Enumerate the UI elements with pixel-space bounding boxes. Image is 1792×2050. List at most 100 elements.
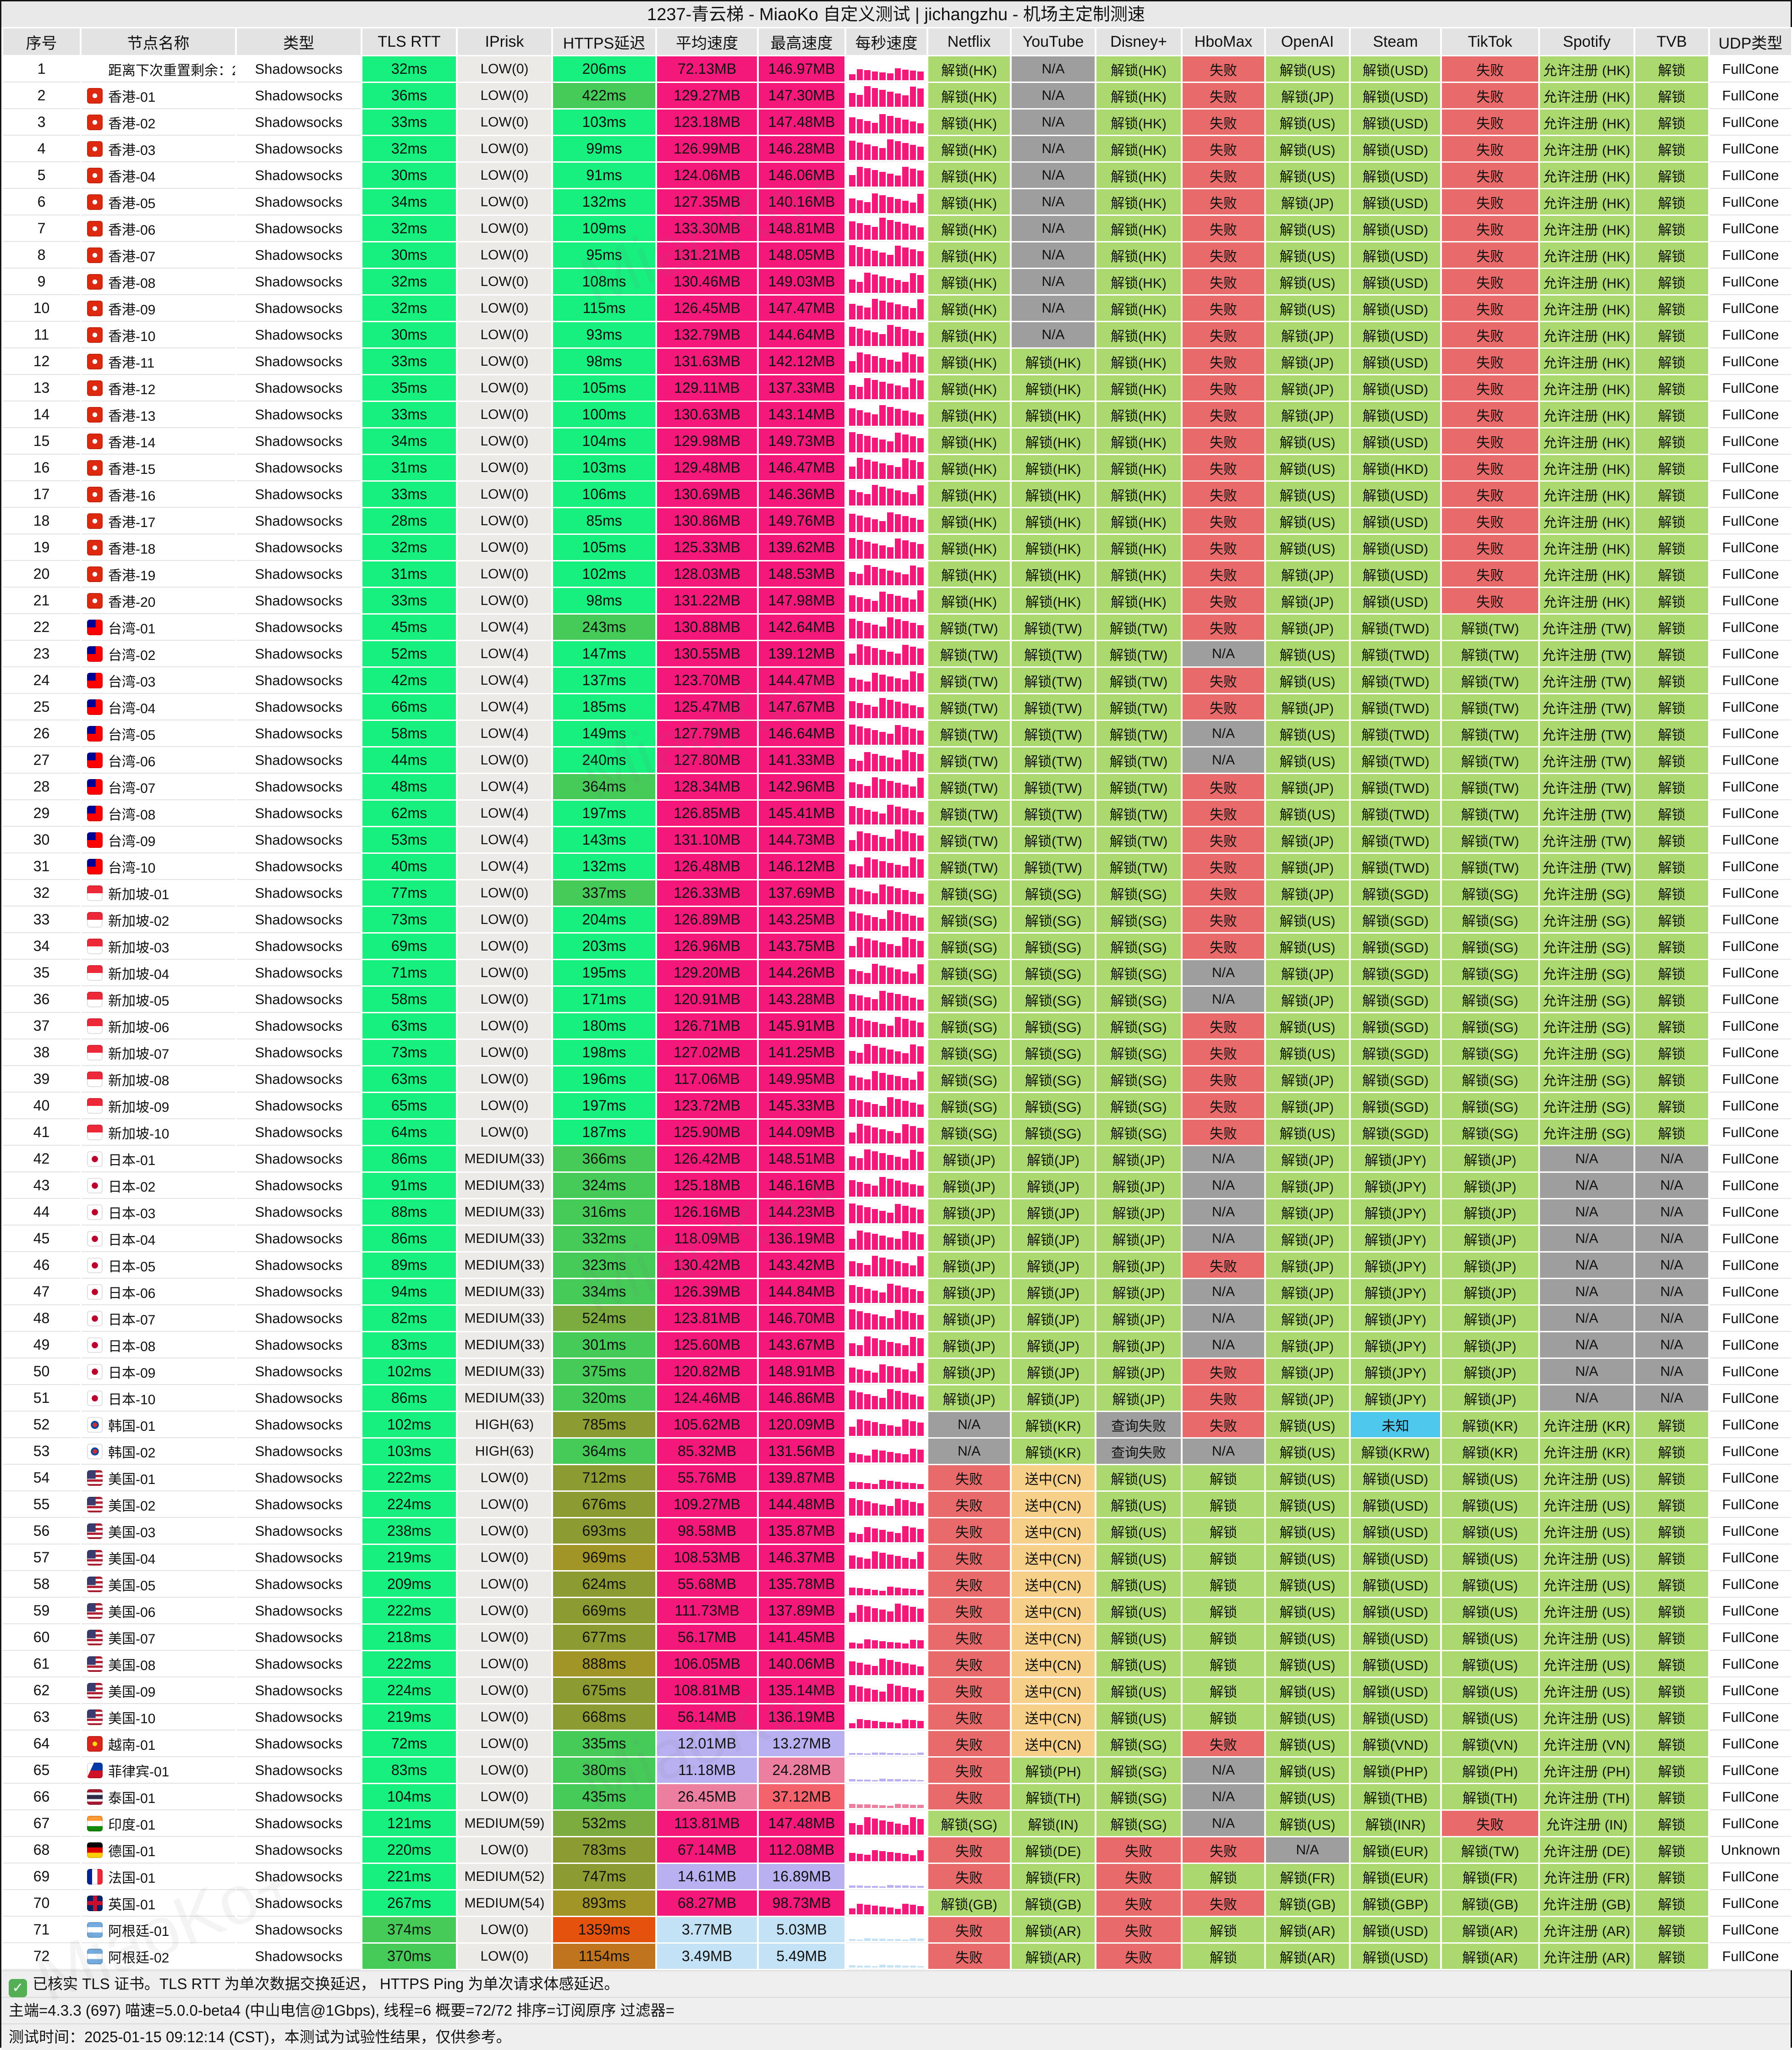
- cell-openai: 解锁(JP): [1266, 854, 1349, 879]
- cell-tls-rtt: 91ms: [362, 1173, 456, 1198]
- cell-avg-speed: 123.72MB: [657, 1093, 757, 1118]
- speed-bar: [887, 1342, 893, 1356]
- speed-bar: [902, 1206, 909, 1223]
- speed-bar: [856, 726, 863, 745]
- cell-node-name: 新加坡-01: [82, 880, 235, 906]
- speed-bar: [894, 572, 901, 585]
- speed-sparkline-icon: [846, 1068, 926, 1090]
- cell-openai: 解锁(JP): [1266, 1359, 1349, 1384]
- speed-bar: [894, 654, 901, 665]
- speed-bar: [871, 1640, 878, 1649]
- speed-sparkline-icon: [846, 1599, 926, 1622]
- cell-netflix: 解锁(JP): [928, 1173, 1010, 1198]
- flag-hk-icon: [87, 114, 103, 130]
- cell-tvb: 解锁: [1635, 641, 1708, 666]
- cell-speed-bars: [846, 1784, 926, 1809]
- cell-openai: 解锁(US): [1266, 1598, 1349, 1623]
- page-title: 1237-青云梯 - MiaoKo 自定义测试 | jichangzhu - 机…: [1, 1, 1791, 27]
- cell-tvb: 解锁: [1635, 1891, 1708, 1916]
- speed-bar: [894, 385, 901, 399]
- cell-avg-speed: 133.30MB: [657, 216, 757, 241]
- speed-bar: [849, 725, 855, 745]
- speed-bar: [910, 1886, 916, 1888]
- speed-bar: [902, 727, 909, 745]
- speed-bar: [879, 1722, 886, 1728]
- cell-index: 41: [3, 1120, 80, 1145]
- cell-max-speed: 144.64MB: [759, 322, 844, 347]
- speed-bar: [887, 781, 893, 798]
- speed-bar: [910, 939, 916, 957]
- speed-bar: [879, 1641, 886, 1649]
- speed-bar: [871, 1805, 878, 1808]
- cell-steam: 解锁(SGD): [1351, 880, 1440, 906]
- speed-bar: [910, 705, 916, 718]
- node-name-label: 台湾-04: [108, 701, 156, 716]
- speed-bar: [871, 251, 878, 266]
- cell-tiktok: 解锁(US): [1442, 1678, 1538, 1703]
- speed-bar: [856, 621, 863, 638]
- cell-speed-bars: [846, 1226, 926, 1251]
- node-name-label: 印度-01: [108, 1817, 156, 1833]
- speed-bar: [871, 1666, 878, 1675]
- speed-bar: [849, 1498, 855, 1516]
- speed-bar: [887, 993, 893, 1011]
- table-row: 16 香港-15 Shadowsocks 31ms LOW(0) 103ms 1…: [3, 455, 1791, 480]
- cell-max-speed: 137.69MB: [759, 880, 844, 906]
- cell-node-name: 日本-05: [82, 1253, 235, 1278]
- cell-steam: 解锁(SGD): [1351, 1013, 1440, 1039]
- speed-sparkline-icon: [846, 1573, 926, 1595]
- speed-bar: [917, 1484, 924, 1489]
- cell-youtube: N/A: [1012, 56, 1095, 82]
- cell-node-name: 台湾-01: [82, 615, 235, 640]
- speed-bar: [871, 1151, 878, 1170]
- speed-bar: [902, 1526, 909, 1542]
- cell-hbomax: 失败: [1183, 216, 1264, 241]
- speed-bar: [887, 571, 893, 585]
- speed-bar: [917, 462, 924, 479]
- cell-speed-bars: [846, 827, 926, 852]
- cell-speed-bars: [846, 1199, 926, 1225]
- cell-tls-rtt: 32ms: [362, 535, 456, 560]
- cell-tls-rtt: 221ms: [362, 1864, 456, 1889]
- speed-bar: [849, 538, 855, 559]
- cell-max-speed: 5.03MB: [759, 1917, 844, 1942]
- speed-bar: [871, 1022, 878, 1037]
- cell-tls-rtt: 31ms: [362, 561, 456, 587]
- cell-steam: 解锁(USD): [1351, 1625, 1440, 1650]
- speed-bar: [864, 460, 871, 479]
- cell-disney: 解锁(US): [1096, 1518, 1181, 1544]
- speed-bar: [871, 1551, 878, 1569]
- cell-node-name: 日本-04: [82, 1226, 235, 1251]
- cell-speed-bars: [846, 322, 926, 347]
- cell-index: 69: [3, 1864, 80, 1889]
- column-header: Disney+: [1096, 28, 1181, 55]
- cell-iprisk: LOW(0): [458, 163, 551, 188]
- speed-sparkline-icon: [846, 1041, 926, 1064]
- cell-netflix: 解锁(HK): [928, 535, 1010, 560]
- cell-index: 26: [3, 721, 80, 746]
- speed-bar: [864, 1336, 871, 1356]
- cell-node-name: 台湾-06: [82, 747, 235, 773]
- cell-youtube: N/A: [1012, 269, 1095, 294]
- cell-spotify: 允许注册 (SG): [1540, 880, 1633, 906]
- cell-speed-bars: [846, 1678, 926, 1703]
- cell-index: 34: [3, 934, 80, 959]
- cell-netflix: 解锁(SG): [928, 1811, 1010, 1836]
- cell-steam: 解锁(USD): [1351, 1917, 1440, 1942]
- cell-udp-type: FullCone: [1710, 615, 1791, 640]
- table-row: 65 菲律宾-01 Shadowsocks 83ms LOW(0) 380ms …: [3, 1758, 1791, 1783]
- cell-tiktok: 解锁(GB): [1442, 1891, 1538, 1916]
- cell-udp-type: FullCone: [1710, 1412, 1791, 1437]
- cell-node-name: 台湾-09: [82, 827, 235, 852]
- cell-https-latency: 106ms: [553, 482, 655, 507]
- cell-max-speed: 148.53MB: [759, 561, 844, 587]
- cell-disney: 解锁(HK): [1096, 588, 1181, 613]
- table-row: 46 日本-05 Shadowsocks 89ms MEDIUM(33) 323…: [3, 1253, 1791, 1278]
- speed-bar: [856, 831, 863, 851]
- speed-bar: [910, 542, 916, 559]
- cell-iprisk: LOW(0): [458, 349, 551, 374]
- speed-bar: [849, 1823, 855, 1835]
- cell-avg-speed: 125.90MB: [657, 1120, 757, 1145]
- flag-ar-icon: [87, 1948, 103, 1964]
- cell-max-speed: 148.05MB: [759, 242, 844, 268]
